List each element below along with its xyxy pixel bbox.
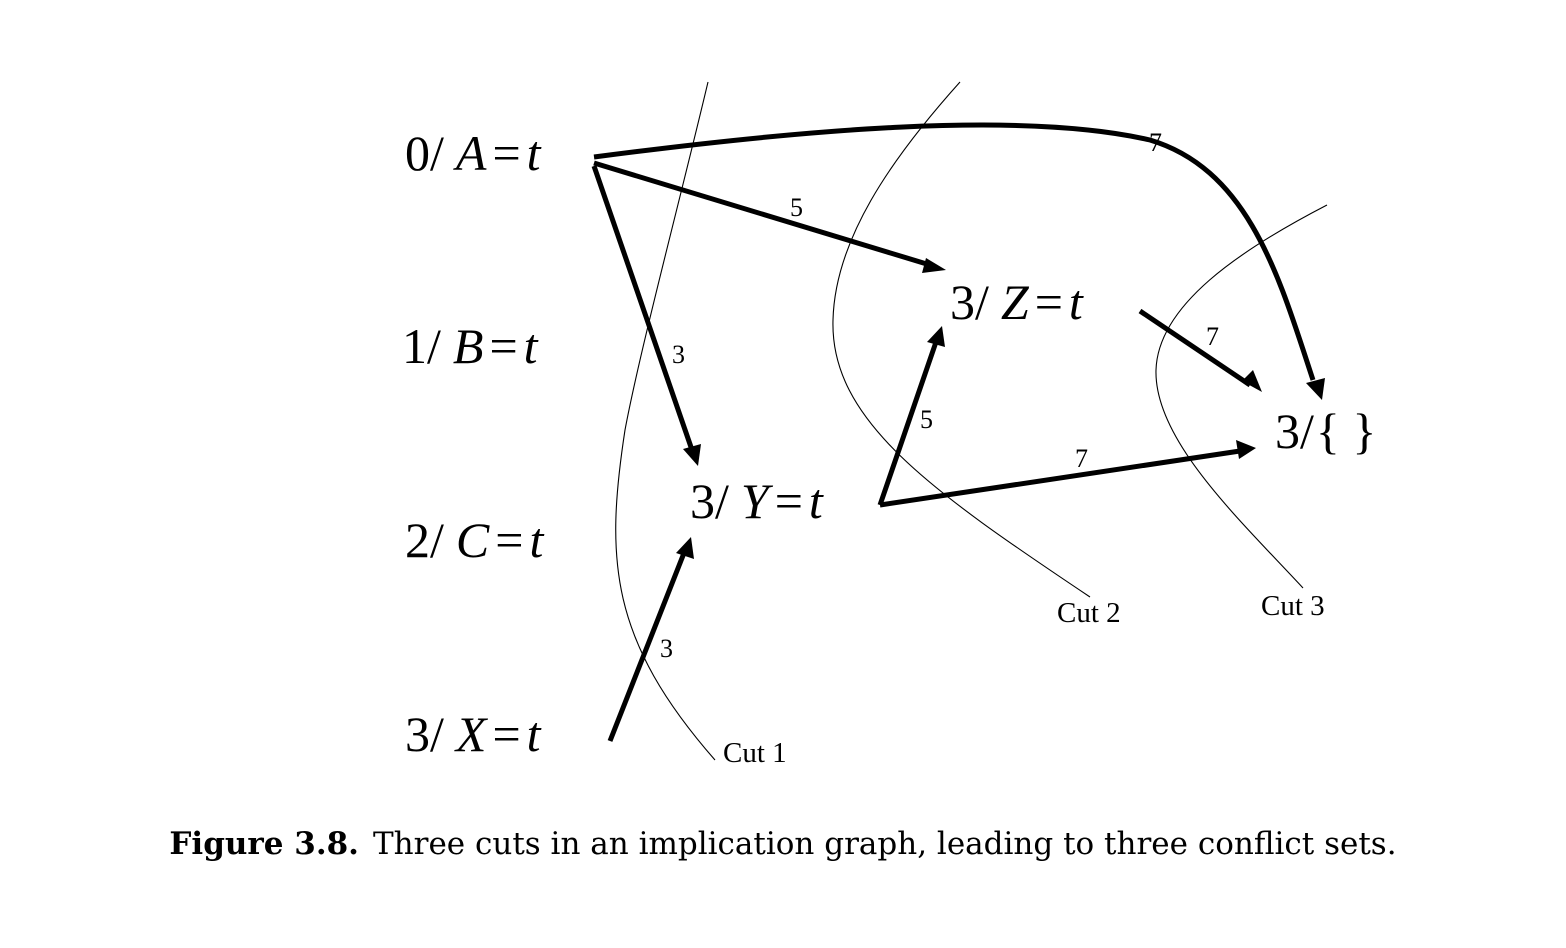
edge-label-x-y: 3 xyxy=(660,634,673,663)
node-empty-set: 3/{ } xyxy=(1275,403,1376,459)
node-a: 0/A = t xyxy=(405,125,542,181)
figure-label: Figure 3.8. xyxy=(169,826,359,862)
edge-label-y-empty: 7 xyxy=(1075,444,1088,473)
node-x: 3/X = t xyxy=(405,706,542,762)
arrowhead-y-empty xyxy=(1236,440,1256,459)
node-y: 3/Y = t xyxy=(690,473,824,529)
arrowhead-a-z xyxy=(922,258,946,273)
edge-label-z-empty: 7 xyxy=(1206,322,1219,351)
caption-text: Three cuts in an implication graph, lead… xyxy=(372,826,1397,862)
node-z: 3/Z = t xyxy=(950,274,1084,330)
edge-z-empty xyxy=(1138,308,1252,388)
arrowhead-z-empty xyxy=(1242,370,1262,392)
edge-label-a-y: 3 xyxy=(672,340,685,369)
edge-label-a-empty: 7 xyxy=(1149,128,1162,157)
cut-3-curve xyxy=(1155,204,1328,589)
edge-a-y xyxy=(591,165,695,451)
arrowhead-a-y xyxy=(683,444,701,466)
edge-y-z xyxy=(877,341,939,506)
edge-label-a-z: 5 xyxy=(790,193,803,222)
arrowhead-x-y xyxy=(676,537,694,559)
cut-3-label: Cut 3 xyxy=(1261,590,1325,622)
cut-2-curve xyxy=(832,81,1091,598)
edge-a-empty xyxy=(593,122,1316,381)
edge-a-z xyxy=(593,160,931,268)
cut-2-label: Cut 2 xyxy=(1057,597,1121,629)
edge-y-empty xyxy=(879,448,1241,508)
figure-caption: Figure 3.8. Three cuts in an implication … xyxy=(0,826,1566,862)
edge-label-y-z: 5 xyxy=(920,405,933,434)
cut-1-label: Cut 1 xyxy=(723,737,787,769)
node-c: 2/C = t xyxy=(405,512,544,568)
arrowhead-a-empty xyxy=(1306,378,1325,400)
edge-x-y xyxy=(607,552,687,742)
arrowhead-y-z xyxy=(927,326,945,347)
node-b: 1/B = t xyxy=(402,318,539,374)
